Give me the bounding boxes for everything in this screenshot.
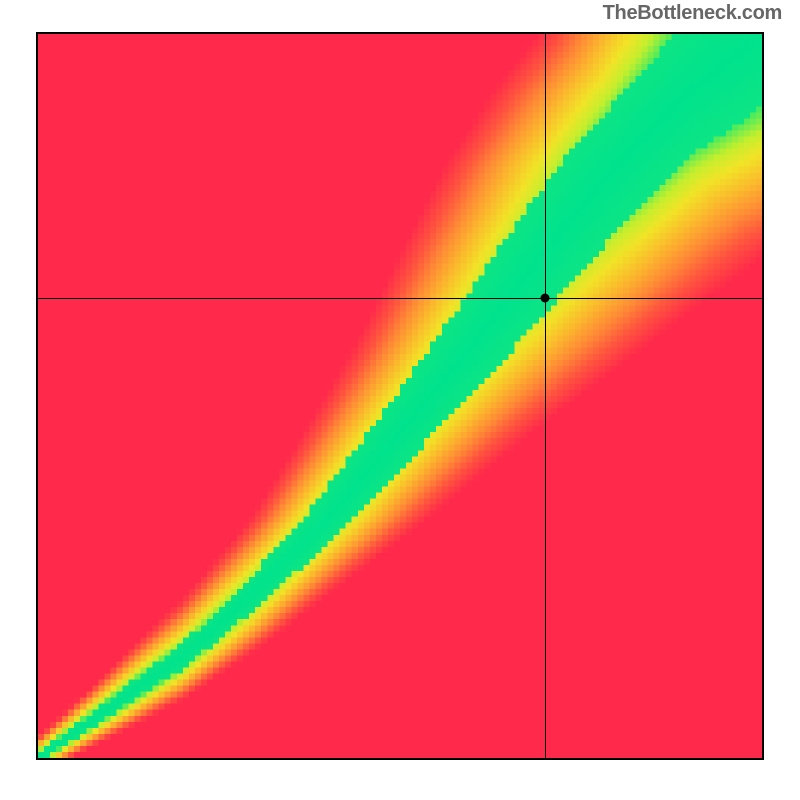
watermark-text: TheBottleneck.com (603, 2, 782, 25)
plot-area (36, 32, 764, 760)
heatmap-canvas (38, 34, 762, 758)
